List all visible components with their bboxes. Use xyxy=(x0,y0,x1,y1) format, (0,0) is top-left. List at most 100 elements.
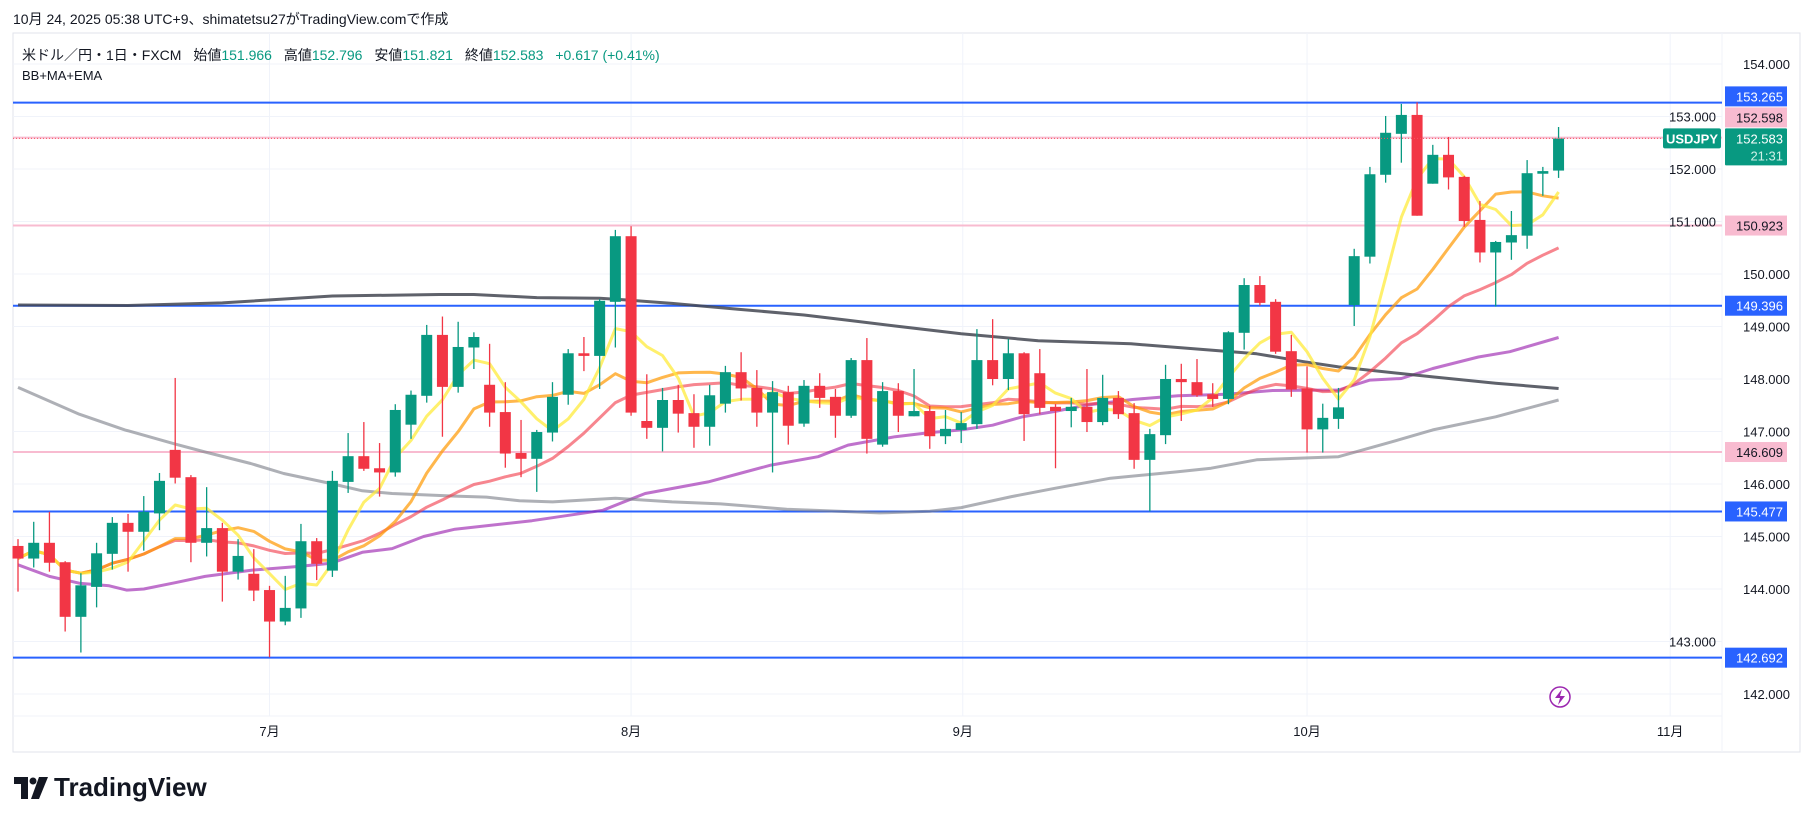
candle[interactable] xyxy=(248,549,260,602)
candle[interactable] xyxy=(153,472,165,531)
candle[interactable] xyxy=(216,522,228,602)
candle[interactable] xyxy=(1348,248,1360,326)
candle[interactable] xyxy=(1537,166,1549,196)
candle[interactable] xyxy=(704,384,716,446)
candle[interactable] xyxy=(75,573,87,653)
candle[interactable] xyxy=(1254,276,1266,306)
candle[interactable] xyxy=(358,422,370,471)
candle[interactable] xyxy=(1065,397,1077,428)
candle[interactable] xyxy=(719,365,731,413)
candle[interactable] xyxy=(342,433,354,493)
candle[interactable] xyxy=(1458,175,1470,227)
candle[interactable] xyxy=(531,429,543,492)
candle[interactable] xyxy=(892,383,904,433)
candle[interactable] xyxy=(374,443,386,497)
candle[interactable] xyxy=(1411,102,1423,216)
candle[interactable] xyxy=(28,521,40,568)
candle[interactable] xyxy=(546,382,558,442)
candle[interactable] xyxy=(1332,387,1344,429)
candle[interactable] xyxy=(91,542,103,608)
candle[interactable] xyxy=(578,337,590,372)
candle[interactable] xyxy=(326,470,338,577)
candle[interactable] xyxy=(829,388,841,438)
candle[interactable] xyxy=(672,384,684,433)
candle[interactable] xyxy=(311,538,323,581)
candle[interactable] xyxy=(1364,166,1376,264)
candle[interactable] xyxy=(499,382,511,468)
candle[interactable] xyxy=(515,419,527,478)
candle[interactable] xyxy=(468,332,480,370)
candle[interactable] xyxy=(877,382,889,447)
candle[interactable] xyxy=(924,405,936,449)
candle[interactable] xyxy=(767,381,779,473)
ticker-tag[interactable]: USDJPY xyxy=(1663,128,1721,149)
candle[interactable] xyxy=(1553,127,1565,178)
candle[interactable] xyxy=(1175,363,1187,421)
candle[interactable] xyxy=(939,409,951,445)
candle[interactable] xyxy=(814,373,826,408)
candle[interactable] xyxy=(1427,144,1439,184)
candle[interactable] xyxy=(1191,359,1203,397)
symbol-name[interactable]: 米ドル／円・1日・FXCM xyxy=(22,47,182,63)
candle[interactable] xyxy=(1395,103,1407,163)
candle[interactable] xyxy=(1285,334,1297,397)
indicator-label[interactable]: BB+MA+EMA xyxy=(22,68,103,83)
candle[interactable] xyxy=(1018,352,1030,441)
candle[interactable] xyxy=(1301,366,1313,453)
candle[interactable] xyxy=(1521,160,1533,249)
candle[interactable] xyxy=(625,226,637,416)
candle[interactable] xyxy=(1034,349,1046,415)
candle[interactable] xyxy=(1474,201,1486,263)
candle[interactable] xyxy=(751,370,763,427)
candle[interactable] xyxy=(594,299,606,389)
candle[interactable] xyxy=(138,496,150,551)
candle[interactable] xyxy=(405,390,417,439)
candle[interactable] xyxy=(452,321,464,393)
candle[interactable] xyxy=(1505,211,1517,260)
candle[interactable] xyxy=(1443,136,1455,190)
candle[interactable] xyxy=(971,329,983,429)
candle[interactable] xyxy=(1050,404,1062,469)
candle[interactable] xyxy=(169,377,181,484)
candle[interactable] xyxy=(421,324,433,403)
candle[interactable] xyxy=(279,575,291,626)
candle[interactable] xyxy=(861,338,873,454)
candle[interactable] xyxy=(782,385,794,445)
candle[interactable] xyxy=(987,319,999,386)
candle[interactable] xyxy=(1380,115,1392,183)
candle[interactable] xyxy=(955,412,967,444)
candle[interactable] xyxy=(1270,299,1282,354)
candle[interactable] xyxy=(232,539,244,580)
candle[interactable] xyxy=(389,404,401,477)
candle[interactable] xyxy=(12,539,24,592)
candle[interactable] xyxy=(59,561,71,632)
candle[interactable] xyxy=(1097,374,1109,426)
candle[interactable] xyxy=(436,316,448,437)
candle[interactable] xyxy=(201,487,213,557)
candle[interactable] xyxy=(1112,391,1124,419)
candle[interactable] xyxy=(798,380,810,427)
candle[interactable] xyxy=(1238,278,1250,350)
candle[interactable] xyxy=(657,387,669,452)
candle[interactable] xyxy=(295,523,307,618)
candle[interactable] xyxy=(122,513,134,572)
candle[interactable] xyxy=(845,358,857,418)
candle[interactable] xyxy=(1144,428,1156,512)
candle[interactable] xyxy=(1160,364,1172,445)
candle[interactable] xyxy=(1207,383,1219,407)
candle[interactable] xyxy=(185,475,197,563)
candle[interactable] xyxy=(1317,403,1329,453)
tradingview-logo[interactable]: TradingView xyxy=(14,772,207,803)
lightning-icon[interactable] xyxy=(1549,686,1571,708)
candle[interactable] xyxy=(264,585,276,658)
candle[interactable] xyxy=(1490,240,1502,307)
candle[interactable] xyxy=(106,517,118,570)
candle[interactable] xyxy=(735,352,747,401)
candle[interactable] xyxy=(609,229,621,348)
candle[interactable] xyxy=(484,343,496,427)
candle[interactable] xyxy=(562,349,574,405)
candle[interactable] xyxy=(1081,369,1093,433)
candle[interactable] xyxy=(908,369,920,417)
candle[interactable] xyxy=(43,511,55,572)
